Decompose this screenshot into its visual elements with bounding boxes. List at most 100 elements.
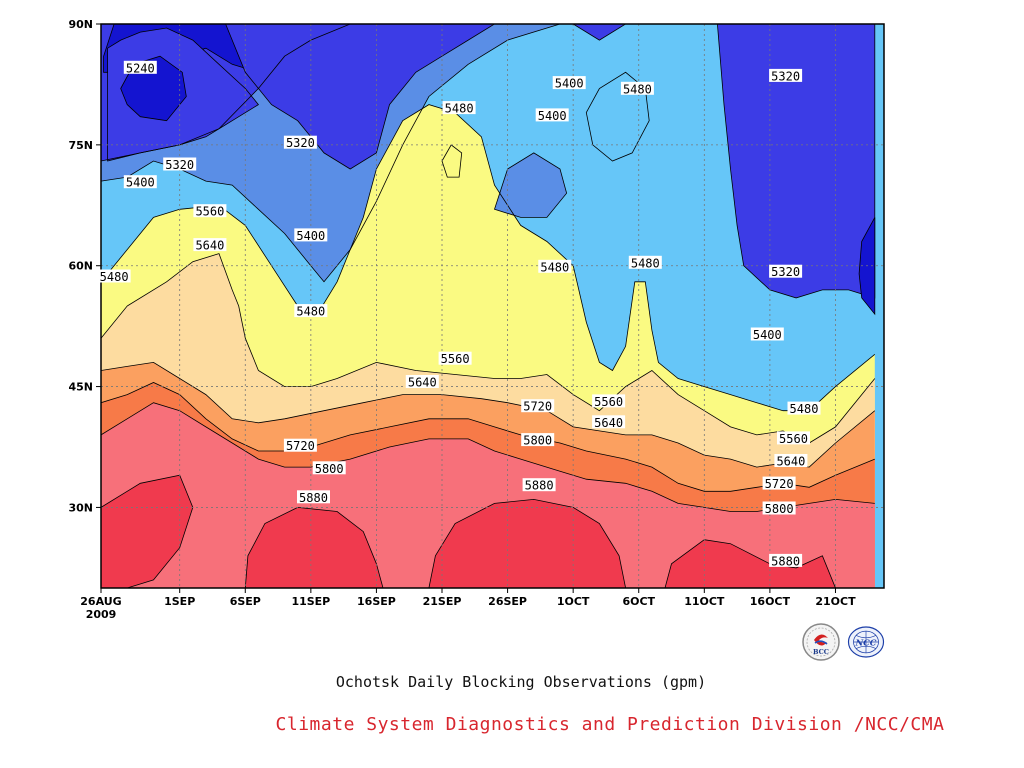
contour-label-5880: 5880	[525, 479, 554, 493]
x-tick-label-1SEP: 1SEP	[164, 595, 195, 608]
contour-label-bg	[592, 394, 626, 408]
svg-text:NCC: NCC	[855, 637, 877, 647]
contour-label-5480: 5480	[623, 82, 652, 96]
ncc-logo-icon: NCC	[847, 626, 885, 658]
contour-label-bg	[193, 238, 227, 252]
grid-lines	[101, 24, 884, 588]
contour-label-5800: 5800	[765, 502, 794, 516]
contour-label-5640: 5640	[776, 455, 805, 469]
contour-label-5480: 5480	[631, 256, 660, 270]
contour-label-bg	[787, 401, 821, 415]
contour-label-bg	[521, 399, 555, 413]
contour-line-5720	[101, 382, 875, 492]
y-tick-label-45N: 45N	[68, 381, 93, 394]
contour-label-5800: 5800	[315, 462, 344, 476]
contour-label-5880: 5880	[771, 554, 800, 568]
contour-label-5640: 5640	[594, 416, 623, 430]
contour-label-5240: 5240	[126, 61, 155, 75]
contour-label-bg	[538, 259, 572, 273]
x-tick-label-21SEP: 21SEP	[423, 595, 462, 608]
region-5560-9	[441, 144, 463, 178]
x-tick-label-1OCT: 1OCT	[557, 595, 590, 608]
contour-label-5320: 5320	[771, 69, 800, 83]
region-5320-4	[572, 24, 627, 41]
x-tick-label-16SEP: 16SEP	[357, 595, 396, 608]
contour-label-5880: 5880	[299, 491, 328, 505]
x-tick-label-11OCT: 11OCT	[684, 595, 725, 608]
contour-label-bg	[438, 351, 472, 365]
y-tick-label-90N: 90N	[68, 18, 93, 31]
contour-label-5640: 5640	[195, 239, 224, 253]
contour-label-bg	[762, 501, 796, 515]
x-tick-label-6OCT: 6OCT	[622, 595, 655, 608]
shaded-regions	[101, 24, 876, 588]
contour-label-5320: 5320	[286, 136, 315, 150]
contour-label-5560: 5560	[594, 395, 623, 409]
contour-label-5480: 5480	[540, 260, 569, 274]
contour-label-5720: 5720	[523, 400, 552, 414]
contour-label-5560: 5560	[195, 205, 224, 219]
region-5400-7	[493, 152, 568, 218]
contour-label-bg	[123, 175, 157, 189]
contour-label-bg	[762, 476, 796, 490]
contour-label-5480: 5480	[445, 102, 474, 116]
credit-line: Climate System Diagnostics and Predictio…	[275, 714, 945, 735]
contour-label-bg	[193, 204, 227, 218]
contour-line-5560	[101, 253, 876, 444]
contour-line-5320	[101, 24, 351, 162]
contour-label-bg	[294, 228, 328, 242]
contour-label-bg	[283, 438, 317, 452]
contour-label-5640: 5640	[408, 376, 437, 390]
contour-label-bg	[777, 431, 810, 445]
contour-label-bg	[535, 108, 569, 122]
contour-label-5480: 5480	[100, 270, 129, 284]
bcc-logo-icon: BCC	[802, 623, 840, 661]
y-tick-label-30N: 30N	[68, 501, 93, 514]
contour-label-5400: 5400	[126, 176, 155, 190]
contour-label-bg	[297, 490, 330, 504]
x-tick-label-6SEP: 6SEP	[230, 595, 261, 608]
x-tick-label-21OCT: 21OCT	[815, 595, 856, 608]
contour-label-5720: 5720	[765, 477, 794, 491]
region-5320-3	[225, 24, 496, 170]
contour-label-5400: 5400	[538, 109, 567, 123]
x-tick-label-26SEP: 26SEP	[488, 595, 527, 608]
x-tick-label-16OCT: 16OCT	[750, 595, 791, 608]
x-tick-label-26AUG: 26AUG	[80, 595, 121, 608]
contour-labels: 5240 5320 5400 5320 5400 5480 5560 5640 5480 5480…	[97, 60, 821, 568]
contour-label-bg	[283, 135, 317, 149]
y-tick-label-60N: 60N	[68, 260, 93, 273]
contour-label-bg	[123, 60, 157, 74]
contour-label-5560: 5560	[779, 432, 808, 446]
contour-label-bg	[405, 375, 439, 388]
contour-label-bg	[592, 415, 626, 429]
contour-line-5480	[101, 104, 876, 412]
y-tick-label-75N: 75N	[68, 139, 93, 152]
contour-label-bg	[769, 264, 803, 278]
contour-line-5640	[101, 361, 876, 468]
contour-label-5320: 5320	[165, 158, 194, 172]
contour-label-bg	[163, 157, 197, 171]
contour-label-bg	[442, 101, 476, 115]
contour-label-bg	[312, 461, 346, 475]
region-5880-12	[428, 498, 627, 588]
x-tick-label-11SEP: 11SEP	[291, 595, 330, 608]
contour-label-5720: 5720	[286, 439, 315, 453]
contour-label-5560: 5560	[441, 352, 470, 366]
contour-label-5400: 5400	[555, 77, 584, 91]
region-5880-10	[101, 474, 194, 588]
contour-label-bg	[522, 478, 556, 492]
contour-label-bg	[774, 454, 808, 467]
contour-label-5480: 5480	[296, 305, 325, 319]
plot-frame	[100, 23, 885, 589]
contour-label-bg	[750, 327, 784, 341]
contour-label-bg	[521, 433, 555, 447]
y-axis-ticks: 30N 45N 60N 75N 90N	[68, 18, 101, 514]
contour-label-bg	[769, 68, 803, 82]
contour-label-bg	[552, 76, 586, 90]
contour-label-5320: 5320	[771, 265, 800, 279]
x-tick-year-label: 2009	[86, 608, 117, 621]
contour-label-bg	[628, 255, 662, 269]
